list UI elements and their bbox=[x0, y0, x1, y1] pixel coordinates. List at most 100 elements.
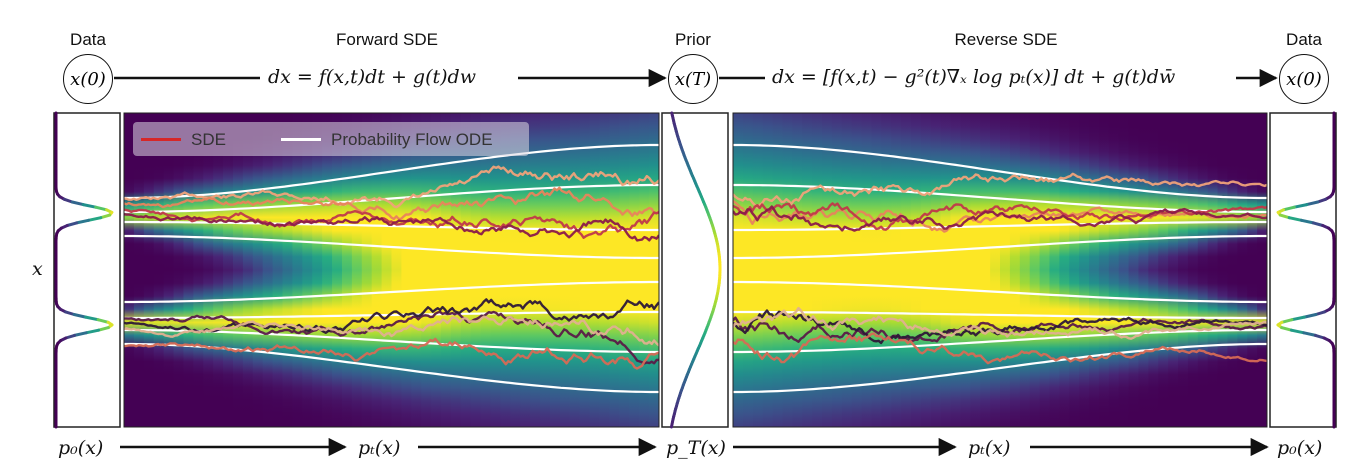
density-column bbox=[609, 113, 621, 427]
data-right-density-curve-segment bbox=[1280, 326, 1293, 332]
density-column bbox=[153, 113, 165, 427]
density-column bbox=[143, 113, 155, 427]
density-column bbox=[441, 113, 452, 427]
density-column bbox=[213, 113, 224, 427]
density-column bbox=[649, 113, 659, 427]
density-column bbox=[361, 113, 373, 427]
density-column bbox=[1039, 113, 1051, 427]
density-column bbox=[911, 113, 922, 427]
density-column bbox=[470, 113, 482, 427]
density-column bbox=[990, 113, 1001, 427]
pt-left-label: pₜ(x) bbox=[358, 437, 401, 459]
data-left-density-curve-segment bbox=[87, 216, 103, 222]
density-column bbox=[752, 113, 764, 427]
density-column bbox=[1138, 113, 1150, 427]
density-column bbox=[540, 113, 551, 427]
data-right-density-curve-segment bbox=[1299, 218, 1315, 225]
data-right-title: Data bbox=[1286, 30, 1322, 49]
density-column bbox=[480, 113, 492, 427]
density-column bbox=[490, 113, 502, 427]
density-column bbox=[762, 113, 774, 427]
prior-density-curve-segment bbox=[669, 422, 674, 429]
density-column bbox=[500, 113, 512, 427]
density-column bbox=[1029, 113, 1041, 427]
ode-trajectory bbox=[733, 143, 1267, 200]
data-left-density-curve-segment bbox=[97, 326, 110, 332]
data-right-density-curve-segment bbox=[1287, 216, 1303, 222]
data-left-density-curve-segment bbox=[75, 218, 91, 225]
density-column bbox=[1019, 113, 1031, 427]
forward-equation: dx = f(x,t)dt + g(t)dw bbox=[268, 66, 476, 88]
sde-trajectory bbox=[733, 306, 1267, 340]
legend-sde-swatch bbox=[141, 138, 181, 141]
density-column bbox=[733, 113, 744, 427]
ode-trajectory bbox=[733, 220, 1267, 232]
density-column bbox=[792, 113, 804, 427]
density-column bbox=[460, 113, 472, 427]
sde-trajectory bbox=[733, 172, 1267, 209]
density-column bbox=[401, 113, 413, 427]
density-column bbox=[450, 113, 462, 427]
p0-left-label: p₀(x) bbox=[58, 437, 104, 459]
data-right-density-curve-segment bbox=[1292, 203, 1309, 209]
data-left-density-curve-segment bbox=[73, 331, 88, 337]
density-column bbox=[901, 113, 912, 427]
x-axis-label: x bbox=[32, 258, 43, 280]
density-column bbox=[351, 113, 363, 427]
density-column bbox=[812, 113, 823, 427]
density-column bbox=[980, 113, 991, 427]
prior-density-box bbox=[661, 112, 729, 428]
p0-right-label: p₀(x) bbox=[1277, 437, 1323, 459]
density-column bbox=[1148, 113, 1160, 427]
data-left-density-curve-segment bbox=[84, 315, 100, 322]
data-right-density-curve-segment bbox=[1278, 213, 1291, 220]
density-column bbox=[1168, 113, 1179, 427]
density-column bbox=[639, 113, 650, 427]
density-column bbox=[1257, 113, 1267, 427]
density-column bbox=[332, 113, 343, 427]
density-column bbox=[1227, 113, 1239, 427]
density-column bbox=[802, 113, 813, 427]
density-column bbox=[1049, 113, 1061, 427]
data-right-density-curve-segment bbox=[1305, 200, 1320, 207]
density-column bbox=[1197, 113, 1209, 427]
density-column bbox=[292, 113, 304, 427]
density-column bbox=[861, 113, 873, 427]
data-left-density-curve-segment bbox=[99, 213, 112, 220]
density-column bbox=[272, 113, 284, 427]
data-right-density-curve-segment bbox=[1280, 318, 1294, 324]
density-column bbox=[1069, 113, 1080, 427]
data-left-density-curve-segment bbox=[72, 313, 88, 319]
density-column bbox=[550, 113, 561, 427]
density-column bbox=[252, 113, 264, 427]
xT-node: x(T) bbox=[668, 54, 718, 104]
density-column bbox=[1187, 113, 1199, 427]
density-column bbox=[1089, 113, 1100, 427]
density-column bbox=[559, 113, 571, 427]
density-column bbox=[232, 113, 244, 427]
density-column bbox=[579, 113, 591, 427]
sde-trajectory bbox=[733, 199, 1267, 233]
density-column bbox=[124, 113, 135, 427]
density-column bbox=[742, 113, 754, 427]
ode-trajectory bbox=[124, 143, 659, 200]
data-right-density-box bbox=[1269, 112, 1337, 428]
density-column bbox=[203, 113, 214, 427]
density-column bbox=[1207, 113, 1219, 427]
density-column bbox=[970, 113, 982, 427]
density-column bbox=[782, 113, 794, 427]
data-right-density-curve-segment bbox=[1302, 331, 1317, 337]
reverse-sde-title: Reverse SDE bbox=[954, 30, 1058, 49]
density-column bbox=[772, 113, 784, 427]
density-column bbox=[891, 113, 902, 427]
density-column bbox=[1178, 113, 1189, 427]
data-right-density-curve-segment bbox=[1289, 328, 1306, 335]
sde-trajectory bbox=[124, 165, 659, 209]
density-column bbox=[1247, 113, 1258, 427]
forward-sde-panel bbox=[124, 113, 659, 427]
density-column bbox=[510, 113, 522, 427]
density-column bbox=[163, 113, 175, 427]
legend-ode-label: Probability Flow ODE bbox=[331, 130, 493, 149]
density-column bbox=[391, 113, 403, 427]
